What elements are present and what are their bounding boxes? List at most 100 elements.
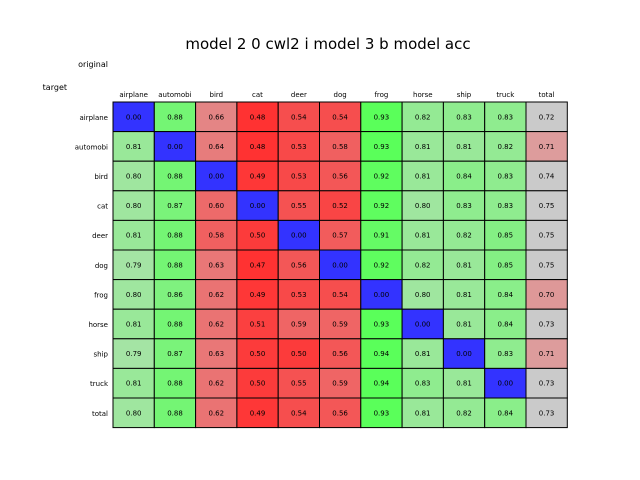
cell-value-label: 0.81	[456, 321, 472, 329]
heatmap-cell	[525, 190, 568, 221]
cell-value-label: 0.92	[374, 261, 390, 269]
cell-value-label: 0.54	[291, 113, 307, 121]
cell-value-label: 0.84	[456, 173, 472, 181]
heatmap-cell	[525, 219, 568, 251]
cell-value-label: 0.56	[332, 350, 348, 358]
cell-value-label: 0.81	[456, 380, 472, 388]
cell-value-label: 0.56	[291, 261, 307, 269]
row-label-truck: truck	[90, 380, 109, 388]
cell-value-label: 0.71	[539, 350, 555, 358]
cell-value-label: 0.54	[332, 291, 348, 299]
heatmap-cell	[112, 219, 155, 251]
heatmap-cell	[484, 279, 527, 310]
column-label-frog: frog	[374, 91, 388, 99]
heatmap-cell	[277, 160, 321, 192]
heatmap-cell	[484, 397, 527, 429]
cell-value-label: 0.81	[126, 143, 142, 151]
column-label-dog: dog	[334, 91, 347, 99]
cell-value-label: 0.80	[126, 202, 142, 210]
cell-value-label: 0.81	[126, 380, 142, 388]
heatmap-cell	[525, 131, 568, 162]
column-label-horse: horse	[413, 91, 433, 99]
column-label-deer: deer	[291, 91, 307, 99]
cell-value-label: 0.48	[250, 113, 266, 121]
heatmap-cell	[195, 367, 238, 399]
heatmap-cell	[112, 101, 155, 133]
cell-value-label: 0.73	[539, 321, 555, 329]
heatmap-cell	[442, 219, 486, 251]
cell-value-label: 0.93	[374, 321, 390, 329]
cell-value-label: 0.83	[498, 350, 514, 358]
cell-value-label: 0.82	[415, 113, 431, 121]
heatmap-cell	[360, 338, 403, 369]
cell-value-label: 0.60	[209, 202, 225, 210]
cell-value-label: 0.88	[167, 261, 183, 269]
cell-value-label: 0.62	[209, 409, 225, 417]
cell-value-label: 0.87	[167, 202, 183, 210]
heatmap-cell	[236, 308, 279, 340]
cell-value-label: 0.85	[498, 232, 514, 240]
cell-value-label: 0.83	[498, 173, 514, 181]
cell-value-label: 0.00	[126, 113, 142, 121]
cell-value-label: 0.66	[209, 113, 225, 121]
row-label-dog: dog	[95, 262, 108, 270]
heatmap-cell	[277, 308, 321, 340]
cell-value-label: 0.59	[332, 321, 348, 329]
heatmap-cell	[525, 397, 568, 429]
cell-value-label: 0.83	[498, 113, 514, 121]
cell-value-label: 0.79	[126, 261, 142, 269]
heatmap-cell	[277, 219, 321, 251]
heatmap-cell	[525, 338, 568, 369]
cell-value-label: 0.93	[374, 143, 390, 151]
heatmap-cell	[112, 160, 155, 192]
column-label-total: total	[539, 91, 555, 99]
heatmap-cell	[112, 279, 155, 310]
heatmap-cell	[401, 279, 444, 310]
heatmap-cell	[319, 397, 362, 429]
cell-value-label: 0.47	[250, 261, 266, 269]
heatmap-cell	[525, 249, 568, 281]
heatmap-cell	[236, 190, 279, 221]
heatmap-cell	[442, 160, 486, 192]
column-label-bird: bird	[210, 91, 224, 99]
cell-value-label: 0.81	[415, 350, 431, 358]
heatmap-cell	[525, 279, 568, 310]
heatmap-cell	[153, 279, 197, 310]
cell-value-label: 0.73	[539, 409, 555, 417]
cell-value-label: 0.71	[539, 143, 555, 151]
row-label-bird: bird	[94, 173, 108, 181]
column-label-truck: truck	[496, 91, 515, 99]
heatmap-cell	[484, 308, 527, 340]
row-labels: airplane automobi bird cat deer dog frog horse s…	[75, 114, 109, 418]
cell-value-label: 0.00	[209, 173, 225, 181]
heatmap-cell	[112, 131, 155, 162]
heatmap-cell	[484, 219, 527, 251]
cell-value-label: 0.55	[291, 202, 307, 210]
heatmap-cell	[401, 131, 444, 162]
cell-value-label: 0.93	[374, 113, 390, 121]
cell-value-label: 0.80	[126, 173, 142, 181]
heatmap-cell	[236, 367, 279, 399]
cell-value-label: 0.64	[209, 143, 225, 151]
cell-value-label: 0.92	[374, 173, 390, 181]
cell-value-label: 0.53	[291, 173, 307, 181]
column-label-airplane: airplane	[119, 91, 148, 99]
heatmap-cell	[319, 219, 362, 251]
heatmap-cell	[442, 397, 486, 429]
cell-value-label: 0.00	[250, 202, 266, 210]
heatmap-cell	[112, 338, 155, 369]
heatmap-cell	[401, 397, 444, 429]
heatmap-cell	[112, 397, 155, 429]
column-labels: airplane automobi bird cat deer dog frog horse s…	[119, 91, 554, 99]
cell-value-label: 0.59	[332, 380, 348, 388]
heatmap-cell	[319, 249, 362, 281]
cell-value-label: 0.63	[209, 261, 225, 269]
heatmap-cell	[484, 101, 527, 133]
cell-value-label: 0.86	[167, 291, 183, 299]
cell-value-label: 0.51	[250, 321, 266, 329]
heatmap-cell	[195, 219, 238, 251]
cell-value-label: 0.88	[167, 409, 183, 417]
cell-value-label: 0.56	[332, 409, 348, 417]
heatmap-cell	[112, 249, 155, 281]
